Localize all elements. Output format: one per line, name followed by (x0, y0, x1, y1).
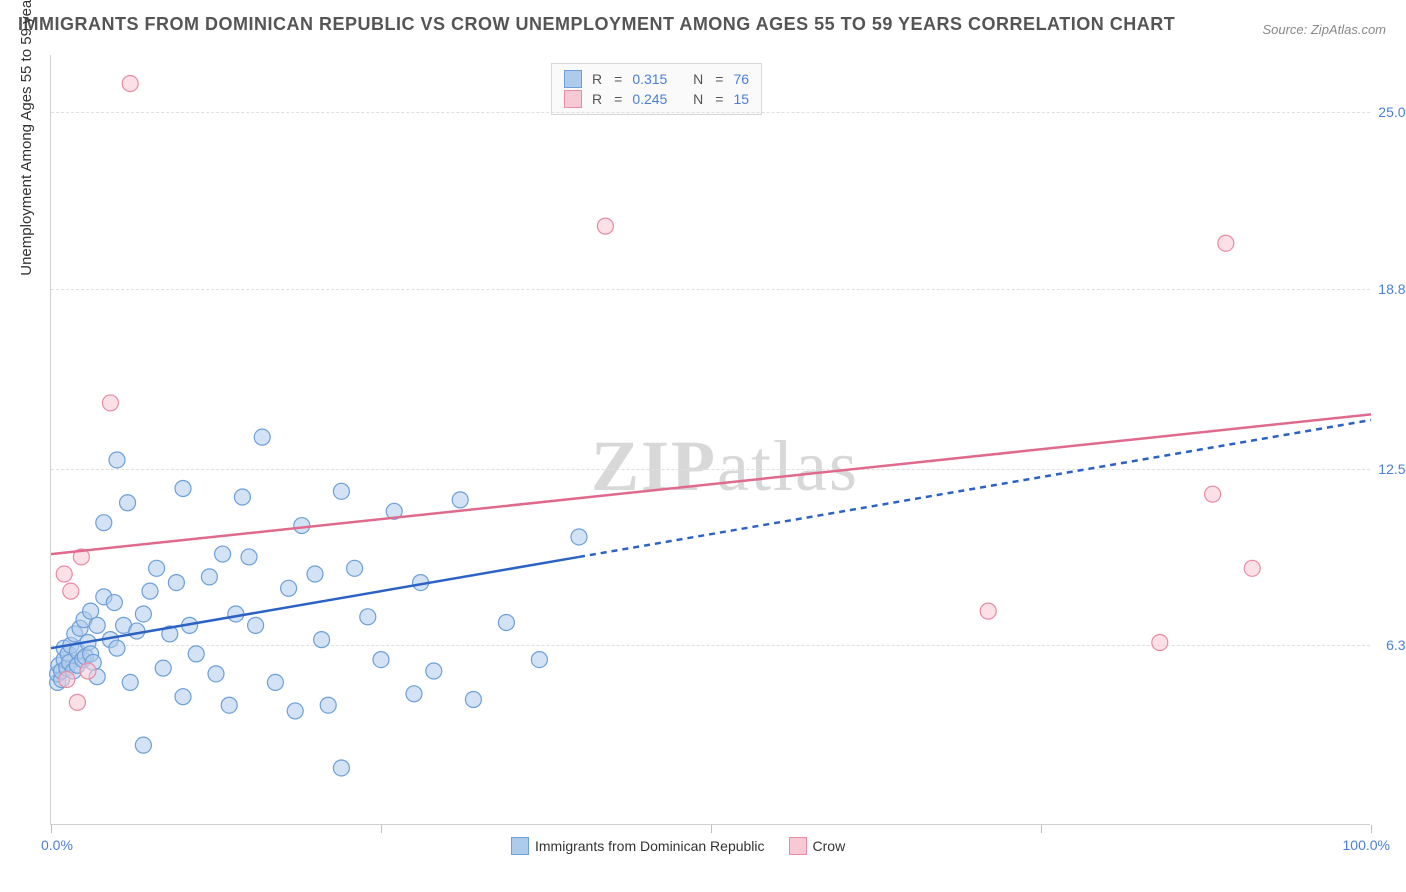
y-tick-label: 25.0% (1378, 104, 1406, 120)
data-point-dominican (228, 606, 244, 622)
data-point-crow (59, 672, 75, 688)
data-point-dominican (221, 697, 237, 713)
data-point-dominican (188, 646, 204, 662)
data-point-dominican (142, 583, 158, 599)
data-point-dominican (106, 595, 122, 611)
data-point-dominican (406, 686, 422, 702)
data-point-dominican (287, 703, 303, 719)
data-point-dominican (120, 495, 136, 511)
x-min-label: 0.0% (41, 837, 73, 853)
x-max-label: 100.0% (1343, 837, 1390, 853)
data-point-crow (1205, 486, 1221, 502)
scatter-plot-svg (51, 55, 1371, 825)
data-point-dominican (452, 492, 468, 508)
data-point-dominican (149, 560, 165, 576)
data-point-dominican (360, 609, 376, 625)
legend-label: Immigrants from Dominican Republic (535, 838, 765, 854)
legend-swatch-dominican (511, 837, 529, 855)
data-point-dominican (135, 737, 151, 753)
data-point-crow (1218, 235, 1234, 251)
x-tick (1041, 825, 1042, 833)
x-tick (51, 825, 52, 833)
data-point-crow (1152, 634, 1168, 650)
data-point-crow (1244, 560, 1260, 576)
x-tick (1371, 825, 1372, 833)
data-point-dominican (314, 632, 330, 648)
data-point-dominican (89, 617, 105, 633)
y-axis-label: Unemployment Among Ages 55 to 59 years (18, 0, 35, 276)
data-point-dominican (122, 674, 138, 690)
data-point-dominican (347, 560, 363, 576)
data-point-dominican (307, 566, 323, 582)
data-point-dominican (175, 689, 191, 705)
data-point-crow (80, 663, 96, 679)
data-point-dominican (571, 529, 587, 545)
data-point-crow (980, 603, 996, 619)
data-point-dominican (267, 674, 283, 690)
data-point-crow (63, 583, 79, 599)
data-point-dominican (129, 623, 145, 639)
data-point-crow (122, 76, 138, 92)
data-point-dominican (168, 575, 184, 591)
data-point-crow (69, 694, 85, 710)
x-tick (711, 825, 712, 833)
data-point-crow (56, 566, 72, 582)
x-tick (381, 825, 382, 833)
chart-title: IMMIGRANTS FROM DOMINICAN REPUBLIC VS CR… (18, 14, 1175, 35)
data-point-dominican (333, 483, 349, 499)
source-attribution: Source: ZipAtlas.com (1262, 22, 1386, 37)
data-point-crow (597, 218, 613, 234)
data-point-dominican (83, 603, 99, 619)
legend-swatch-crow (789, 837, 807, 855)
data-point-dominican (215, 546, 231, 562)
data-point-dominican (109, 640, 125, 656)
data-point-dominican (96, 515, 112, 531)
data-point-dominican (155, 660, 171, 676)
data-point-dominican (498, 615, 514, 631)
data-point-dominican (109, 452, 125, 468)
y-tick-label: 6.3% (1386, 637, 1406, 653)
y-tick-label: 18.8% (1378, 281, 1406, 297)
data-point-dominican (175, 480, 191, 496)
data-point-dominican (294, 518, 310, 534)
data-point-dominican (248, 617, 264, 633)
legend-item-dominican: Immigrants from Dominican Republic (511, 837, 765, 855)
trend-line-dominican-dashed (579, 420, 1371, 557)
legend-item-crow: Crow (789, 837, 846, 855)
data-point-crow (102, 395, 118, 411)
data-point-dominican (320, 697, 336, 713)
data-point-dominican (135, 606, 151, 622)
data-point-dominican (254, 429, 270, 445)
data-point-dominican (426, 663, 442, 679)
legend-series: Immigrants from Dominican Republic Crow (511, 837, 845, 855)
data-point-dominican (373, 652, 389, 668)
data-point-dominican (201, 569, 217, 585)
y-tick-label: 12.5% (1378, 461, 1406, 477)
chart-area: ZIPatlas R= 0.315 N= 76 R= 0.245 N= 15 6… (50, 55, 1370, 825)
data-point-dominican (531, 652, 547, 668)
data-point-dominican (208, 666, 224, 682)
data-point-dominican (465, 692, 481, 708)
data-point-dominican (281, 580, 297, 596)
data-point-dominican (333, 760, 349, 776)
data-point-dominican (241, 549, 257, 565)
data-point-dominican (234, 489, 250, 505)
legend-label: Crow (813, 838, 846, 854)
